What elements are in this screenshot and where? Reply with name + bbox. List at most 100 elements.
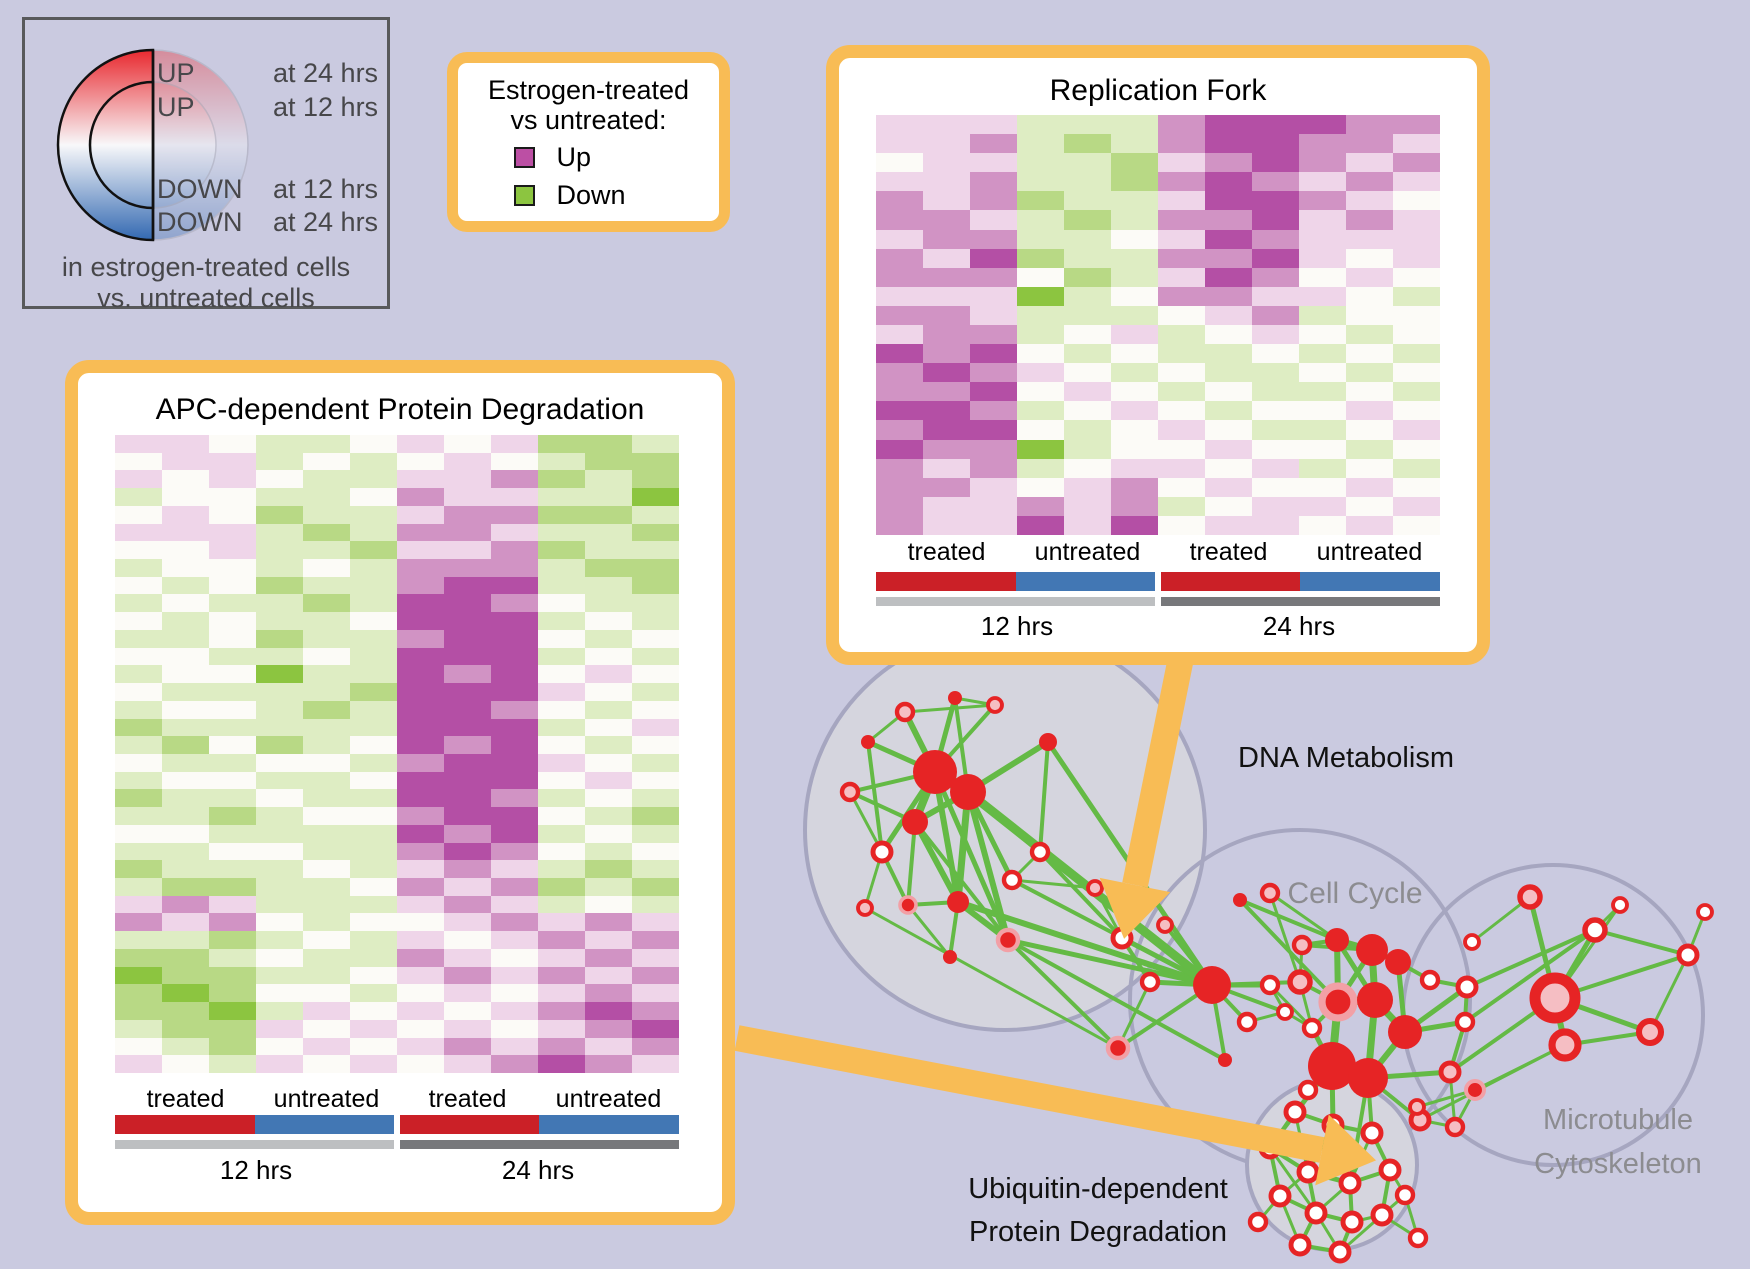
heatmap-cell xyxy=(876,420,923,440)
heatmap-cell xyxy=(876,286,923,306)
heatmap-cell xyxy=(1299,344,1346,364)
heatmap-cell xyxy=(1158,496,1205,516)
heatmap-cell xyxy=(1064,305,1111,325)
replication-fork-panel: Replication Fork treated untreated treat… xyxy=(826,45,1490,665)
heatmap-cell xyxy=(350,470,397,489)
heatmap-cell xyxy=(876,515,923,535)
heatmap-cell xyxy=(1393,229,1440,249)
heatmap-cell xyxy=(162,966,209,985)
heatmap-cell xyxy=(1158,153,1205,173)
annotation-arrow-shaft xyxy=(734,1025,1325,1163)
heatmap-cell xyxy=(1111,134,1158,154)
heatmap-cell xyxy=(632,718,679,737)
heatmap-cell xyxy=(1205,420,1252,440)
heatmap-cell xyxy=(350,824,397,843)
heatmap-cell xyxy=(303,824,350,843)
heatmap-cell xyxy=(491,505,538,524)
heatmap-cell xyxy=(876,363,923,383)
heatmap-cell xyxy=(876,439,923,459)
heatmap-cell xyxy=(444,948,491,967)
heatmap-cell xyxy=(585,789,632,808)
network-edge xyxy=(903,703,997,714)
heatmap-cell xyxy=(350,594,397,613)
heatmap-cell xyxy=(1299,458,1346,478)
heatmap-cell xyxy=(491,842,538,861)
heatmap-cell xyxy=(1205,477,1252,497)
network-node xyxy=(948,691,962,705)
bottom-margin xyxy=(0,1269,1750,1279)
heatmap-cell xyxy=(585,1019,632,1038)
heatmap-cell xyxy=(1111,267,1158,287)
heatmap-cell xyxy=(1346,401,1393,421)
apc-group-label-untreated-12: untreated xyxy=(273,1085,380,1113)
heatmap-cell xyxy=(923,515,970,535)
heatmap-cell xyxy=(162,718,209,737)
heatmap-cell xyxy=(923,458,970,478)
network-node xyxy=(1325,928,1349,952)
heatmap-cell xyxy=(1299,286,1346,306)
heatmap-cell xyxy=(209,824,256,843)
down-color-swatch xyxy=(513,185,535,206)
heatmap-cell xyxy=(876,134,923,154)
heatmap-cell xyxy=(538,452,585,471)
heatmap-cell xyxy=(1252,325,1299,345)
heatmap-cell xyxy=(1111,286,1158,306)
heatmap-cell xyxy=(632,1055,679,1073)
heatmap-cell xyxy=(491,629,538,648)
rf-bar-untreated-12 xyxy=(1015,572,1156,591)
heatmap-cell xyxy=(397,1019,444,1038)
heatmap-cell xyxy=(350,505,397,524)
heatmap-cell xyxy=(491,435,538,453)
heatmap-cell xyxy=(632,895,679,914)
heatmap-cell xyxy=(444,435,491,453)
heatmap-cell xyxy=(585,736,632,754)
up-color-swatch xyxy=(513,147,535,168)
apc-bar-treated-24 xyxy=(399,1115,540,1134)
heatmap-cell xyxy=(1111,229,1158,249)
heatmap-cell xyxy=(397,612,444,630)
heatmap-cell xyxy=(1393,477,1440,497)
heatmap-cell xyxy=(923,229,970,249)
rf-bar-treated-24 xyxy=(1160,572,1301,591)
rf-bar-gap xyxy=(1155,572,1161,591)
network-node xyxy=(856,899,874,917)
heatmap-cell xyxy=(397,559,444,577)
heatmap-cell xyxy=(1158,191,1205,211)
heatmap-cell xyxy=(1346,210,1393,230)
heatmap-cell xyxy=(876,229,923,249)
heatmap-cell xyxy=(1299,115,1346,135)
heatmap-cell xyxy=(585,1037,632,1056)
heatmap-cell xyxy=(303,594,350,613)
heatmap-cell xyxy=(876,477,923,497)
heatmap-cell xyxy=(162,559,209,577)
heatmap-cell xyxy=(397,1037,444,1056)
heatmap-cell xyxy=(162,824,209,843)
heatmap-cell xyxy=(444,505,491,524)
apc-heatmap xyxy=(115,435,679,1073)
legend-row-down: Down xyxy=(513,180,664,211)
heatmap-cell xyxy=(115,931,162,949)
heatmap-cell xyxy=(303,1055,350,1073)
heatmap-cell xyxy=(491,665,538,684)
heatmap-cell xyxy=(115,700,162,719)
replication-group-labels: treated untreated treated untreated xyxy=(876,538,1440,567)
apc-time-label-24: 24 hrs xyxy=(501,1155,575,1185)
replication-fork-heatmap xyxy=(876,115,1440,535)
heatmap-cell xyxy=(256,878,303,896)
heatmap-cell xyxy=(1017,305,1064,325)
network-node xyxy=(1394,1184,1416,1206)
heatmap-cell xyxy=(585,878,632,896)
heatmap-cell xyxy=(115,718,162,737)
heatmap-cell xyxy=(585,505,632,524)
heatmap-cell xyxy=(162,665,209,684)
heatmap-cell xyxy=(1111,248,1158,268)
network-edge xyxy=(913,820,1010,942)
heatmap-cell xyxy=(1346,134,1393,154)
heatmap-cell xyxy=(209,984,256,1003)
heatmap-cell xyxy=(444,647,491,666)
network-node xyxy=(1236,1011,1258,1033)
heatmap-cell xyxy=(162,878,209,896)
heatmap-cell xyxy=(1299,191,1346,211)
heatmap-cell xyxy=(162,913,209,932)
heatmap-cell xyxy=(397,807,444,825)
